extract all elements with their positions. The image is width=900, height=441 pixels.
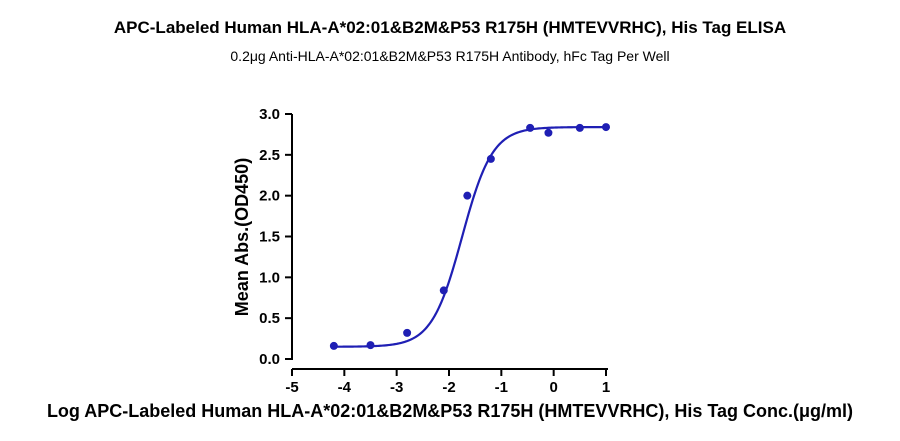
data-point (439, 286, 448, 295)
fit-curve (333, 125, 606, 348)
x-ticks: -5 -4 -3 -2 -1 0 1 (285, 369, 610, 396)
x-tick-label: -2 (442, 379, 455, 396)
x-tick-label: -1 (495, 379, 508, 396)
data-point (575, 123, 584, 132)
chart-title: APC-Labeled Human HLA-A*02:01&B2M&P53 R1… (114, 18, 786, 37)
data-point (366, 341, 375, 350)
chart-subtitle: 0.2μg Anti-HLA-A*02:01&B2M&P53 R175H Ant… (230, 48, 669, 64)
x-tick-label: -4 (338, 379, 352, 396)
data-point (486, 154, 495, 163)
data-point (544, 128, 553, 137)
data-point (403, 328, 412, 337)
y-tick-label: 3.0 (259, 106, 280, 123)
y-tick-label: 2.0 (259, 188, 280, 205)
axes (291, 114, 608, 370)
data-point (329, 341, 338, 350)
y-tick-label: 2.5 (259, 147, 280, 164)
y-tick-label: 1.0 (259, 269, 280, 286)
y-tick-label: 0.5 (259, 310, 280, 327)
x-tick-label: -3 (390, 379, 403, 396)
x-tick-label: -5 (285, 379, 298, 396)
y-tick-label: 1.5 (259, 229, 280, 246)
data-points (329, 123, 610, 350)
x-tick-label: 1 (602, 379, 610, 396)
y-ticks: 0.0 0.5 1.0 1.5 2.0 2.5 3.0 (259, 106, 292, 368)
data-point (602, 123, 610, 132)
y-tick-label: 0.0 (259, 351, 280, 368)
y-axis-label: Mean Abs.(OD450) (232, 158, 252, 316)
x-axis-label: Log APC-Labeled Human HLA-A*02:01&B2M&P5… (47, 401, 853, 421)
data-point (463, 191, 472, 200)
x-tick-label: 0 (549, 379, 557, 396)
data-point (526, 123, 535, 132)
